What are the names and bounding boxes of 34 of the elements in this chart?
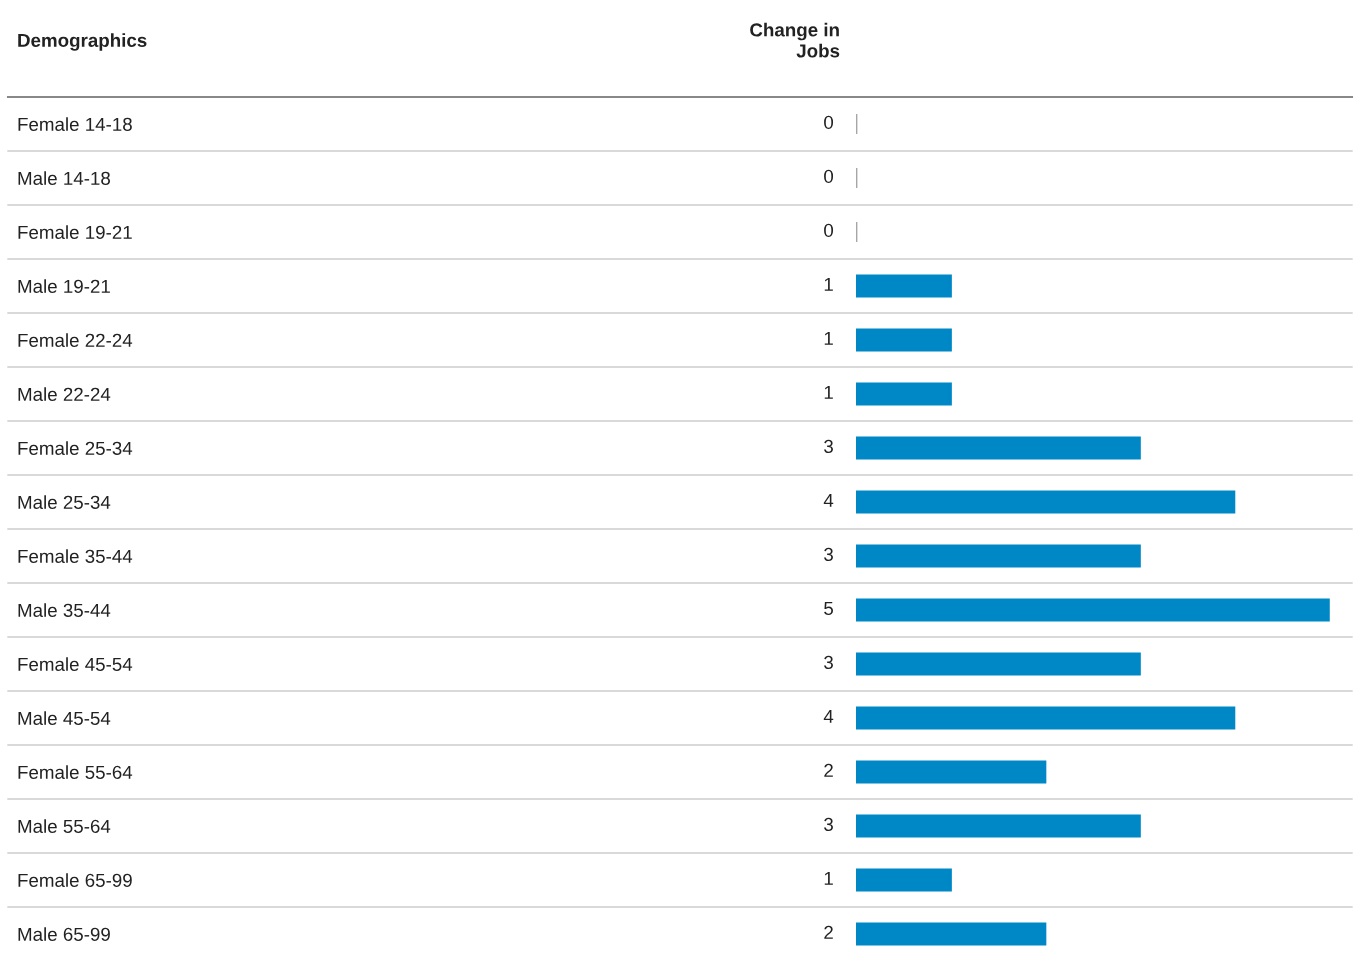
y-tick-label: Male 45-54 <box>18 711 111 725</box>
data-label: 0 <box>824 115 834 130</box>
y-tick-label: Female 25-34 <box>18 441 133 455</box>
y-tick-label: Male 25-34 <box>18 495 111 509</box>
x-axis-title: Change in Jobs <box>750 22 840 58</box>
data-label: 2 <box>824 925 833 939</box>
y-tick-label: Male 22-24 <box>18 387 111 401</box>
y-tick-label: Female 22-24 <box>18 333 133 347</box>
y-tick-label: Male 35-44 <box>18 603 111 617</box>
data-label: 3 <box>824 547 833 562</box>
y-tick-label: Male 19-21 <box>18 279 110 293</box>
y-tick-label: Female 65-99 <box>18 873 132 887</box>
y-tick-label: Male 55-64 <box>18 819 111 833</box>
data-label: 1 <box>824 385 833 399</box>
y-tick-label: Male 65-99 <box>18 927 110 941</box>
data-label: 1 <box>824 871 833 885</box>
data-label: 3 <box>824 655 833 670</box>
data-label: 3 <box>824 817 833 832</box>
y-tick-label: Male 14-18 <box>18 171 110 185</box>
y-axis-title: Demographics <box>18 33 147 51</box>
data-label: 4 <box>823 493 834 507</box>
data-label: 1 <box>824 331 833 345</box>
data-label: 2 <box>824 763 833 777</box>
data-label: 4 <box>823 709 834 723</box>
data-label: 3 <box>824 439 833 454</box>
data-label: 0 <box>824 223 834 238</box>
data-label: 1 <box>824 277 833 291</box>
y-tick-label: Female 45-54 <box>18 657 133 671</box>
y-tick-label: Female 19-21 <box>18 225 132 239</box>
y-tick-label: Female 55-64 <box>18 765 133 779</box>
y-tick-label: Female 14-18 <box>18 117 132 131</box>
data-label: 5 <box>824 601 833 616</box>
y-tick-label: Female 35-44 <box>18 549 133 563</box>
data-label: 0 <box>824 169 834 184</box>
